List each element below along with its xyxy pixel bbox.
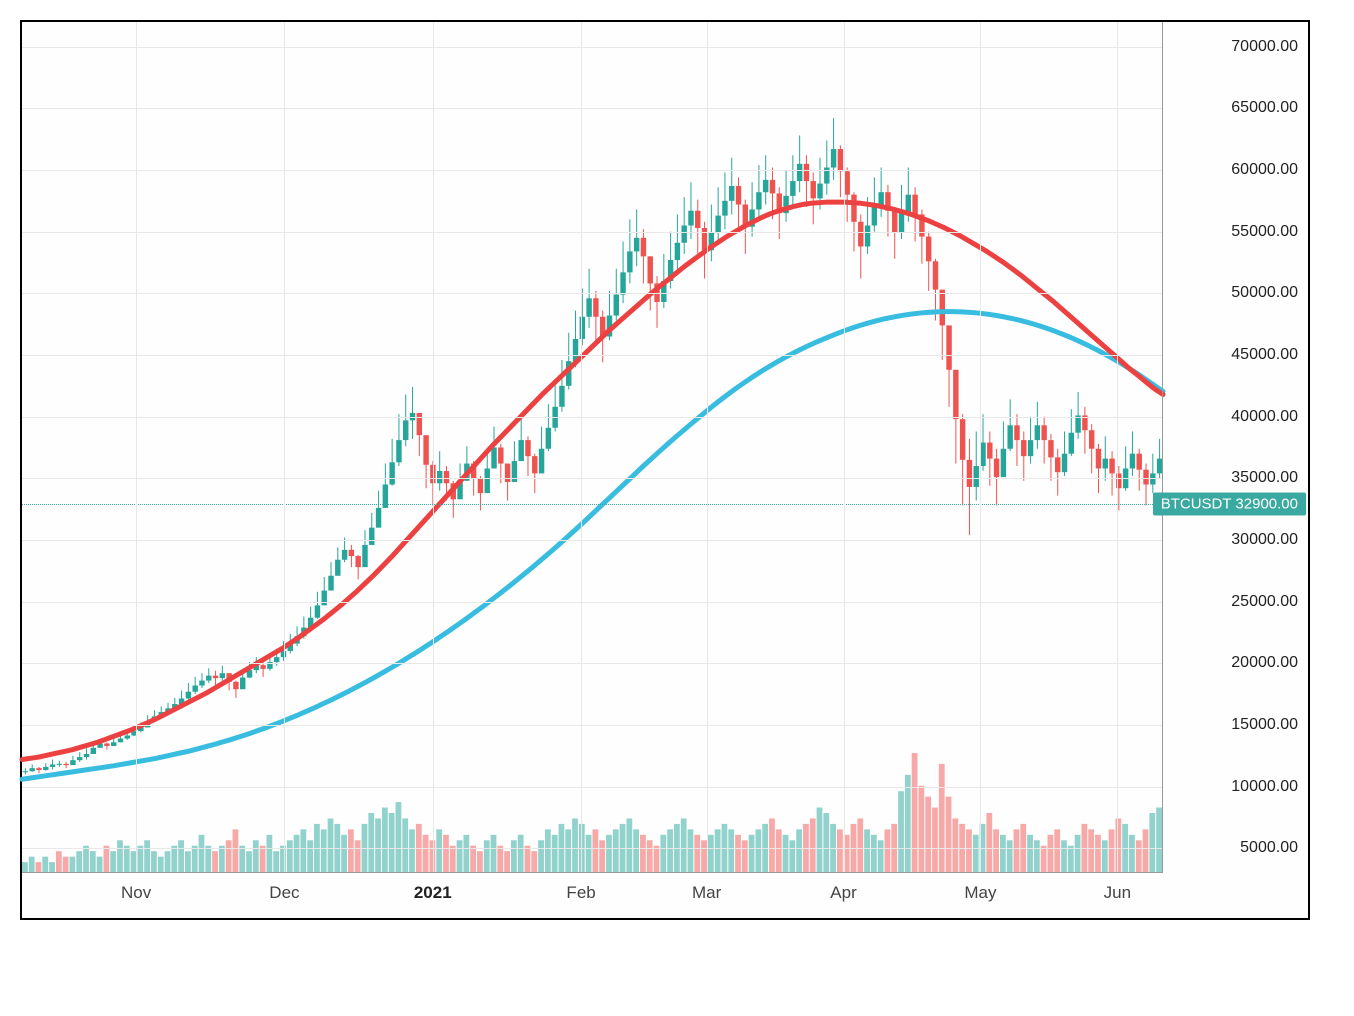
y-tick-label: 10000.00 (1231, 778, 1298, 796)
gridline-horizontal (22, 170, 1163, 171)
y-tick-label: 30000.00 (1231, 531, 1298, 549)
y-tick-label: 25000.00 (1231, 593, 1298, 611)
y-tick-label: 50000.00 (1231, 284, 1298, 302)
gridline-horizontal (22, 355, 1163, 356)
gridline-vertical (136, 22, 137, 873)
price-chart[interactable]: 70000.00 65000.00 60000.00 55000.00 50000.00… (20, 20, 1310, 920)
plot-area[interactable] (22, 22, 1163, 873)
x-tick-label: May (964, 883, 996, 903)
gridline-vertical (433, 22, 434, 873)
gridline-horizontal (22, 663, 1163, 664)
x-tick-label: Mar (692, 883, 721, 903)
y-tick-label: 20000.00 (1231, 654, 1298, 672)
gridline-vertical (284, 22, 285, 873)
gridline-vertical (844, 22, 845, 873)
x-axis: Nov Dec 2021 Feb Mar Apr May Jun (22, 872, 1163, 918)
y-axis: 70000.00 65000.00 60000.00 55000.00 50000.00… (1162, 22, 1308, 873)
gridline-vertical (1117, 22, 1118, 873)
x-tick-label: Dec (269, 883, 299, 903)
y-tick-label: 35000.00 (1231, 469, 1298, 487)
x-tick-label: Apr (830, 883, 856, 903)
y-tick-label: 45000.00 (1231, 346, 1298, 364)
gridline-vertical (980, 22, 981, 873)
current-price-line (22, 504, 1163, 505)
gridline-horizontal (22, 417, 1163, 418)
x-tick-label: 2021 (414, 883, 452, 903)
y-tick-label: 70000.00 (1231, 38, 1298, 56)
chart-svg (22, 22, 1163, 873)
y-tick-label: 5000.00 (1240, 839, 1298, 857)
gridline-vertical (581, 22, 582, 873)
x-tick-label: Feb (566, 883, 595, 903)
gridline-horizontal (22, 108, 1163, 109)
gridline-horizontal (22, 293, 1163, 294)
gridline-horizontal (22, 725, 1163, 726)
y-tick-label: 55000.00 (1231, 223, 1298, 241)
y-tick-label: 60000.00 (1231, 161, 1298, 179)
y-tick-label: 65000.00 (1231, 99, 1298, 117)
gridline-horizontal (22, 602, 1163, 603)
current-price-label: BTCUSDT 32900.00 (1153, 493, 1306, 516)
gridline-horizontal (22, 540, 1163, 541)
gridline-horizontal (22, 47, 1163, 48)
gridline-horizontal (22, 787, 1163, 788)
y-tick-label: 15000.00 (1231, 716, 1298, 734)
gridline-horizontal (22, 848, 1163, 849)
gridline-horizontal (22, 232, 1163, 233)
x-tick-label: Nov (121, 883, 151, 903)
x-tick-label: Jun (1104, 883, 1131, 903)
y-tick-label: 40000.00 (1231, 408, 1298, 426)
gridline-vertical (707, 22, 708, 873)
gridline-horizontal (22, 478, 1163, 479)
